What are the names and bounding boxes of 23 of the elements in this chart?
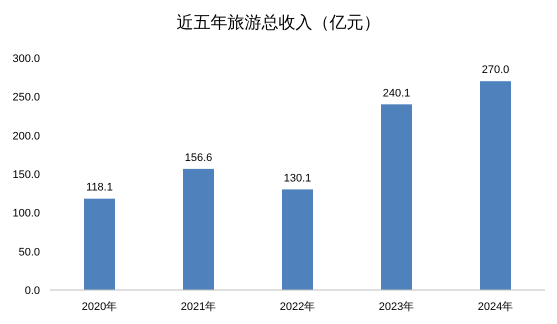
y-tick-label: 0.0: [24, 285, 40, 297]
data-label: 156.6: [184, 152, 212, 164]
x-tick-label: 2020年: [82, 301, 118, 313]
bar: [480, 81, 511, 290]
bar: [282, 189, 313, 290]
x-tick-label: 2023年: [378, 301, 414, 313]
x-tick-label: 2024年: [478, 301, 514, 313]
y-tick-label: 50.0: [18, 246, 40, 258]
bar: [183, 168, 214, 290]
x-tick-label: 2021年: [180, 301, 216, 313]
data-label: 240.1: [382, 87, 410, 100]
y-tick-label: 150.0: [12, 169, 40, 181]
y-tick-label: 200.0: [12, 130, 40, 142]
x-tick-label: 2022年: [280, 301, 316, 313]
y-tick-label: 250.0: [12, 92, 40, 104]
data-label: 130.1: [284, 172, 312, 184]
bar: [84, 198, 115, 290]
y-tick-label: 100.0: [12, 208, 40, 220]
bar: [381, 104, 412, 290]
y-tick-label: 300.0: [12, 53, 40, 65]
data-label: 270.0: [482, 64, 510, 76]
data-label: 118.1: [86, 182, 113, 194]
chart-title: 近五年旅游总收入（亿元）: [176, 13, 380, 32]
